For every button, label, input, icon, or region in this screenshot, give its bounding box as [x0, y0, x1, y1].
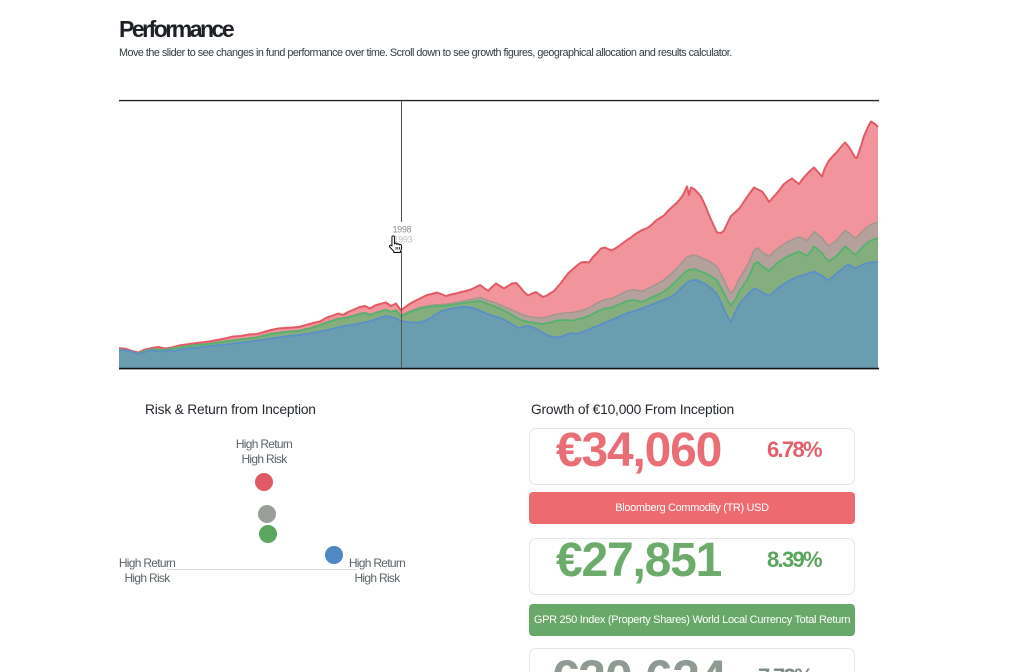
svg-text:1998: 1998 — [393, 225, 412, 235]
svg-text:1993: 1993 — [394, 235, 413, 245]
